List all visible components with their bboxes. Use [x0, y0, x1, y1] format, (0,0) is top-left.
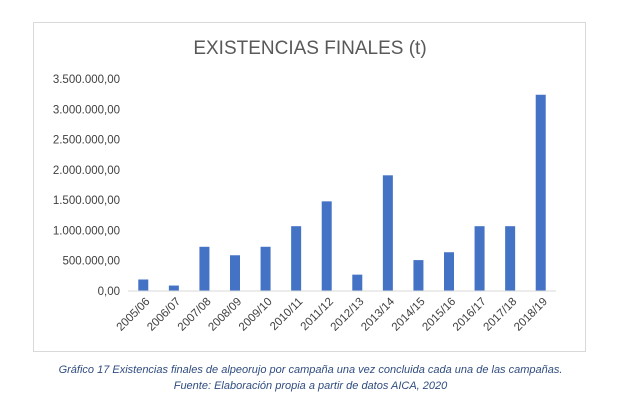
bar-2015-16 — [444, 252, 454, 291]
bar-chart: EXISTENCIAS FINALES (t) 0,00 500.000,00 1.… — [53, 38, 556, 334]
bar-2011-12 — [321, 201, 332, 291]
bar-2006-07 — [168, 285, 179, 291]
bar-2016-17 — [474, 226, 485, 291]
y-tick-label: 3.000.000,00 — [53, 104, 120, 116]
y-tick-label: 500.000,00 — [62, 256, 120, 268]
bar-2010-11 — [291, 226, 302, 291]
bar-2008-09 — [230, 255, 240, 291]
caption-line-2: Fuente: Elaboración propia a partir de d… — [173, 380, 448, 392]
y-tick-label: 2.500.000,00 — [53, 135, 120, 147]
y-tick-label: 3.500.000,00 — [53, 74, 120, 86]
x-tick-label: 2018/19 — [512, 296, 550, 334]
bar-2018-19 — [535, 94, 546, 292]
bars — [138, 94, 546, 292]
y-tick-label: 2.000.000,00 — [53, 165, 120, 177]
chart-title: EXISTENCIAS FINALES (t) — [193, 38, 426, 59]
y-tick-label: 0,00 — [98, 286, 120, 298]
x-tick-label: 2009/10 — [237, 296, 275, 334]
bar-2009-10 — [260, 246, 271, 291]
bar-2007-08 — [199, 246, 210, 291]
x-tick-label: 2010/11 — [268, 296, 305, 333]
y-tick-label: 1.500.000,00 — [53, 195, 120, 207]
chart-area: EXISTENCIAS FINALES (t) 0,00 500.000,00 1.… — [33, 22, 586, 352]
x-axis-labels: 2005/062006/072007/082008/092009/102010/… — [115, 295, 550, 333]
bar-2014-15 — [413, 260, 424, 291]
figure-caption: Gráfico 17 Existencias finales de alpeor… — [0, 362, 621, 394]
bar-2017-18 — [505, 226, 516, 291]
y-axis-ticks: 0,00 500.000,00 1.000.000,00 1.500.000,00 2.… — [53, 74, 120, 298]
bar-2005-06 — [138, 279, 149, 291]
bar-2013-14 — [382, 175, 393, 291]
y-tick-label: 1.000.000,00 — [53, 225, 120, 237]
bar-2012-13 — [352, 274, 363, 291]
caption-line-1: Gráfico 17 Existencias finales de alpeor… — [58, 364, 563, 376]
